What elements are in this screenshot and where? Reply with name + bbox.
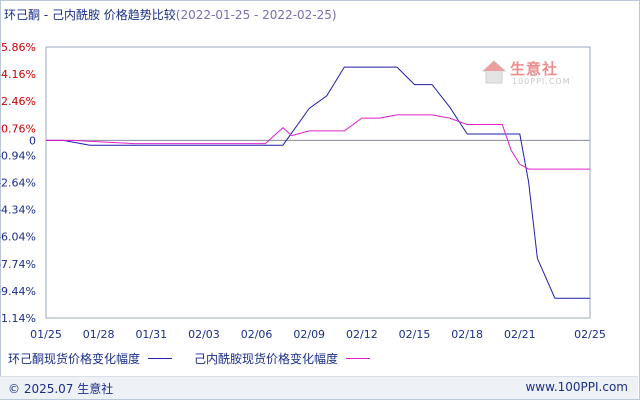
title-text: 环己酮 - 己内酰胺 价格趋势比较 (4, 8, 176, 22)
y-tick-label: 4.16% (1, 68, 36, 81)
legend-swatch-series1 (148, 358, 173, 359)
x-tick-label: 02/06 (241, 328, 273, 341)
legend-item-series1: 环己酮现货价格变化幅度 (8, 350, 180, 367)
watermark-sub: 100PPI.COM (512, 77, 571, 86)
x-tick-label: 02/18 (451, 328, 483, 341)
x-tick-label: 01/28 (83, 328, 115, 341)
chart-legend: 环己酮现货价格变化幅度 己内酰胺现货价格变化幅度 (8, 350, 378, 367)
legend-swatch-series2 (346, 358, 371, 359)
y-tick-label: 0.76% (1, 122, 36, 135)
y-tick-label: 0 (29, 134, 36, 147)
x-tick-label: 02/03 (188, 328, 220, 341)
legend-label-series1: 环己酮现货价格变化幅度 (8, 352, 141, 366)
x-tick-label: 02/25 (574, 328, 606, 341)
watermark-logo: 生意社 100PPI.COM (480, 58, 580, 88)
x-tick-label: 01/31 (135, 328, 167, 341)
x-tick-label: 02/15 (399, 328, 431, 341)
series-line-2 (46, 114, 590, 170)
x-tick-label: 01/25 (30, 328, 62, 341)
x-tick-label: 02/12 (346, 328, 378, 341)
y-tick-label: -0.94% (0, 149, 36, 162)
y-tick-label: -11.14% (0, 312, 36, 325)
y-tick-label: -9.44% (0, 285, 36, 298)
title-date-range: (2022-01-25 - 2022-02-25) (175, 8, 337, 22)
y-tick-label: -7.74% (0, 258, 36, 271)
y-tick-label: -4.34% (0, 204, 36, 217)
house-icon (481, 60, 507, 84)
legend-label-series2: 己内酰胺现货价格变化幅度 (194, 352, 339, 366)
y-tick-label: -6.04% (0, 231, 36, 244)
y-tick-label: 2.46% (1, 95, 36, 108)
x-tick-label: 02/21 (504, 328, 536, 341)
footer-copyright: © 2025.07 生意社 (8, 382, 114, 396)
series-line-1 (46, 66, 590, 299)
x-tick-label: 02/09 (293, 328, 325, 341)
y-tick-label: -2.64% (0, 177, 36, 190)
y-tick-label: 5.86% (1, 41, 36, 54)
watermark-brand: 生意社 (510, 60, 559, 78)
plot-area-border (45, 46, 591, 319)
chart-title: 环己酮 - 己内酰胺 价格趋势比较(2022-01-25 - 2022-02-2… (4, 6, 337, 23)
footer-bar: © 2025.07 生意社 www.100PPI.com (0, 376, 638, 399)
footer-site-link[interactable]: www.100PPI.com (525, 380, 628, 394)
legend-item-series2: 己内酰胺现货价格变化幅度 (194, 350, 378, 367)
